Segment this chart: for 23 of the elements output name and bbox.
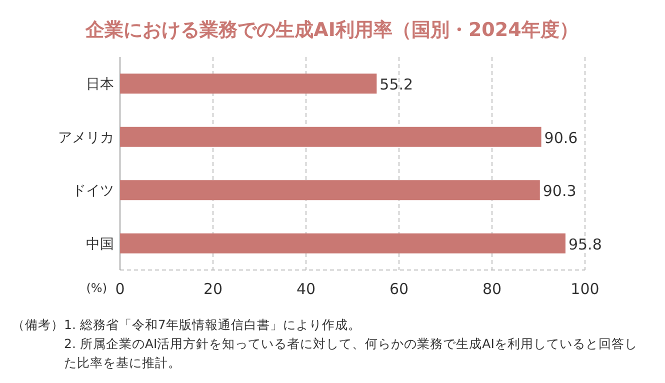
x-tick-label: 20: [203, 280, 223, 298]
x-tick-label: 60: [389, 280, 409, 298]
data-label: 95.8: [568, 235, 602, 254]
x-tick-label: 80: [482, 280, 502, 298]
bar: [120, 74, 377, 94]
bar: [120, 180, 540, 200]
y-tick-label: 日本: [86, 76, 114, 93]
text: （備考）: [12, 316, 64, 334]
text: 2. 所属企業のAI活用方針を知っている者に対して、何らかの業務で生成AIを利用していると回答した比率を基に推計。: [64, 335, 638, 372]
data-label: 90.6: [544, 128, 578, 147]
y-tick-label: 中国: [86, 236, 114, 252]
bar: [120, 233, 566, 254]
x-tick-label: 0: [115, 280, 125, 298]
x-tick-label: 100: [570, 280, 600, 298]
y-tick-label: ドイツ: [72, 183, 114, 200]
data-label: 55.2: [380, 76, 414, 94]
data-label: 90.3: [542, 182, 576, 200]
chart-title: 企業における業務での生成AI利用率（国別・2024年度）: [84, 19, 578, 41]
x-axis-title: (%): [86, 281, 107, 295]
x-tick-label: 40: [296, 280, 316, 298]
y-tick-label: アメリカ: [58, 130, 114, 146]
text: 1. 総務省「令和7年版情報通信白書」により作成。: [64, 316, 362, 334]
bar: [120, 126, 542, 147]
